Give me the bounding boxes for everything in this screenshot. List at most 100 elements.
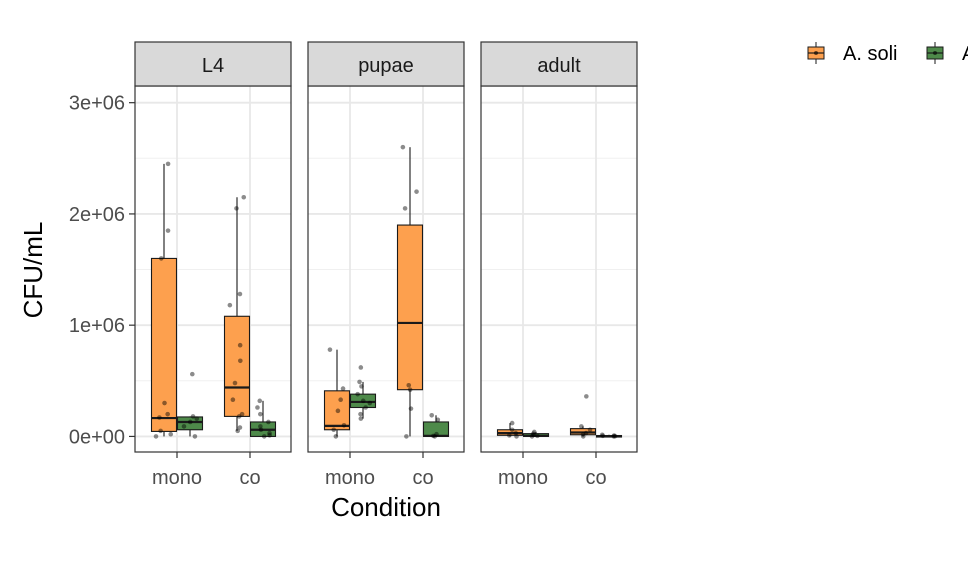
data-point — [531, 432, 536, 438]
box-a2-l4-mono — [176, 371, 204, 439]
data-point — [341, 423, 347, 428]
data-point — [181, 424, 187, 429]
data-point — [158, 256, 164, 261]
data-point — [165, 411, 170, 417]
data-point — [611, 434, 617, 439]
box-body — [323, 390, 351, 431]
box-asoli-pupae-mono — [323, 347, 351, 439]
data-point — [258, 427, 264, 433]
data-point — [414, 189, 419, 194]
data-point — [611, 433, 617, 438]
data-point — [535, 433, 540, 439]
legend: A. soli A — [807, 42, 968, 65]
data-point — [599, 432, 605, 438]
legend-entry: A — [926, 42, 968, 65]
data-point — [404, 434, 409, 439]
data-point — [190, 371, 195, 377]
data-point — [435, 417, 441, 423]
data-point — [513, 430, 519, 436]
data-point — [360, 398, 366, 404]
legend-key-point — [933, 51, 937, 55]
facet-panel-adult: adult mono co — [480, 41, 638, 489]
data-point — [157, 415, 162, 420]
data-point — [333, 434, 339, 439]
data-point — [168, 431, 174, 437]
data-point — [257, 398, 263, 404]
facet-strip — [134, 41, 292, 87]
data-point — [579, 424, 584, 429]
box-body — [150, 257, 178, 432]
data-point — [237, 425, 243, 430]
data-point — [357, 379, 362, 385]
facet-strip-label: L4 — [202, 55, 224, 77]
data-point — [267, 430, 272, 436]
data-point — [431, 433, 436, 439]
facet-panel-pupae: pupae mono co — [307, 41, 465, 489]
data-point — [612, 433, 618, 439]
data-point — [358, 416, 364, 421]
y-tick-label: 0e+00 — [69, 426, 125, 448]
data-point — [234, 206, 239, 211]
data-point — [327, 347, 333, 352]
data-point — [153, 434, 159, 439]
data-point — [530, 431, 536, 436]
data-point — [267, 433, 272, 438]
facet-strip — [480, 41, 638, 87]
box-asoli-adult-mono — [496, 420, 524, 439]
data-point — [237, 291, 243, 297]
data-point — [406, 382, 412, 388]
x-tick-label: co — [412, 467, 433, 489]
data-point — [400, 144, 406, 150]
legend-label: A. soli — [843, 43, 897, 65]
box-a2-l4-co — [249, 398, 277, 439]
data-point — [580, 431, 586, 437]
data-point — [239, 411, 245, 417]
data-point — [165, 161, 171, 167]
data-point — [235, 428, 240, 434]
facet-panels: L4 mono co pupae mono co adult mono co — [134, 41, 638, 489]
y-tick-label: 2e+06 — [69, 204, 125, 226]
data-point — [165, 228, 171, 233]
data-point — [158, 428, 163, 434]
data-point — [192, 434, 198, 439]
data-point — [358, 365, 364, 370]
box-a2-adult-co — [595, 432, 623, 439]
data-point — [230, 397, 236, 403]
data-point — [358, 411, 363, 417]
box-asoli-l4-co — [223, 194, 251, 434]
data-point — [258, 424, 263, 429]
data-point — [340, 386, 346, 391]
box-asoli-pupae-co — [396, 144, 424, 439]
x-tick-label: co — [239, 467, 260, 489]
x-tick-label: co — [585, 467, 606, 489]
box-a2-pupae-co — [422, 412, 450, 439]
data-point — [580, 434, 586, 439]
data-point — [509, 420, 515, 426]
data-point — [583, 430, 589, 436]
data-point — [407, 387, 413, 393]
data-point — [335, 408, 341, 414]
data-point — [429, 412, 435, 418]
data-point — [402, 206, 408, 211]
data-point — [509, 427, 515, 433]
y-tick-label: 3e+06 — [69, 93, 125, 115]
data-point — [258, 411, 263, 417]
box-body — [223, 315, 251, 417]
data-point — [367, 400, 373, 406]
legend-entry: A. soli — [807, 42, 897, 65]
data-point — [237, 342, 243, 348]
data-point — [359, 384, 364, 389]
legend-key-point — [814, 51, 818, 55]
data-point — [162, 400, 167, 406]
data-point — [600, 433, 606, 439]
facet-strip-label: adult — [537, 55, 581, 77]
facet-strip-label: pupae — [358, 55, 414, 77]
facet-panel-l4: L4 mono co — [134, 41, 292, 489]
x-axis-title: Condition — [331, 492, 441, 522]
data-point — [514, 434, 519, 439]
box-asoli-l4-mono — [150, 161, 178, 439]
box-body — [349, 393, 377, 409]
panel-background — [481, 86, 637, 452]
data-point — [363, 405, 368, 410]
